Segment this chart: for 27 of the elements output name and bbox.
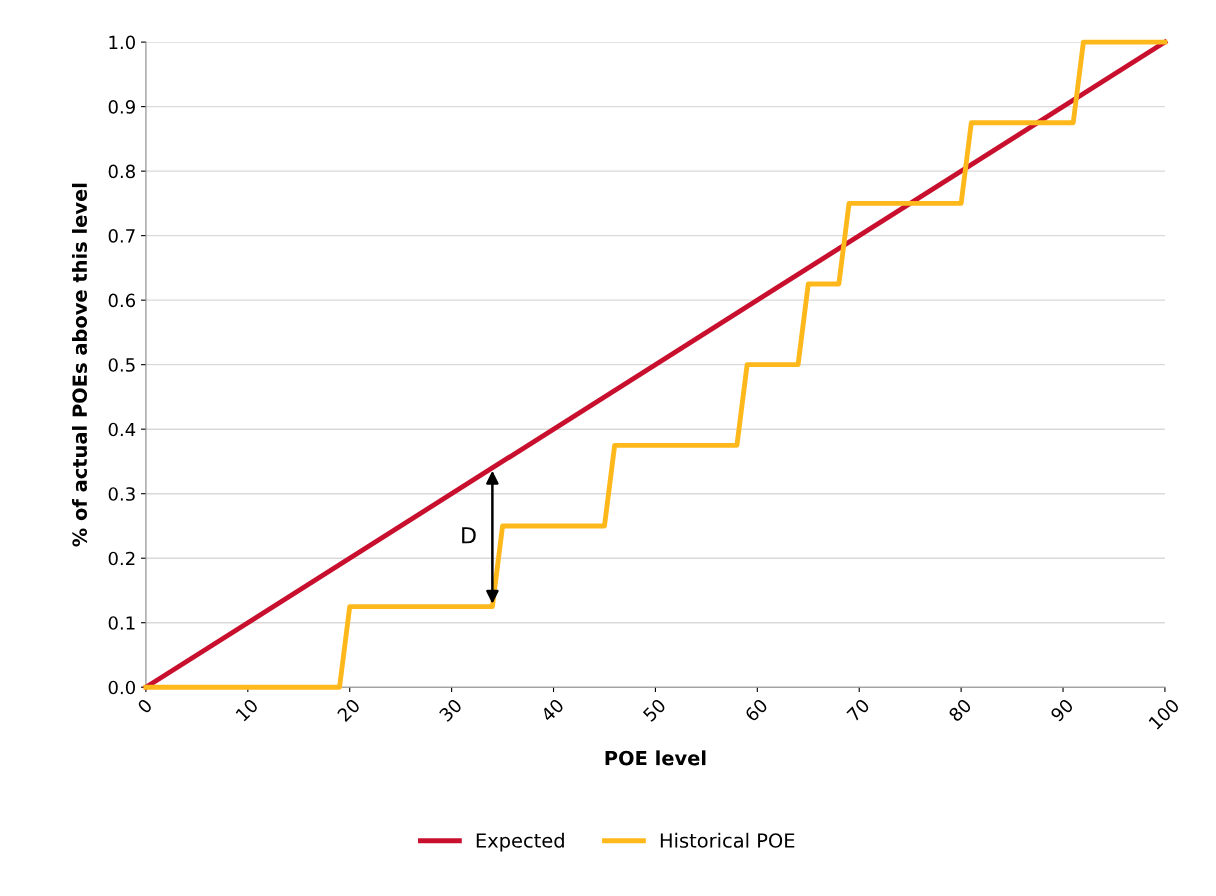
x-tick-label: 60	[744, 698, 769, 723]
legend-label: Historical POE	[660, 832, 795, 848]
y-tick-label: 0.2	[108, 551, 135, 566]
y-axis-title: % of actual POEs above this level	[72, 183, 88, 547]
y-tick-label: 0.0	[108, 680, 135, 695]
x-tick-label: 70	[846, 698, 871, 723]
x-tick-label: 10	[235, 698, 259, 722]
x-tick-label: 80	[947, 698, 973, 723]
x-tick-label: 40	[540, 698, 565, 723]
x-tick-label: 30	[438, 698, 463, 723]
y-tick-label: 0.5	[108, 358, 135, 372]
y-tick-label: 0.3	[108, 487, 135, 501]
legend-label: Expected	[476, 832, 564, 852]
y-tick-label: 0.4	[108, 422, 136, 437]
x-tick-label: 20	[336, 698, 361, 723]
x-tick-label: 50	[642, 698, 667, 723]
y-tick-label: 0.9	[108, 100, 135, 114]
y-tick-label: 0.6	[108, 293, 136, 308]
y-tick-label: 0.7	[108, 229, 135, 243]
x-axis-title: POE level	[605, 750, 706, 766]
y-tick-label: 0.1	[108, 616, 135, 630]
annotation: D	[462, 527, 476, 544]
x-tick-label: 90	[1049, 698, 1075, 723]
x-tick-label: 100	[1148, 698, 1180, 730]
x-tick-label: 0	[136, 698, 153, 715]
y-tick-label: 0.8	[108, 164, 135, 179]
y-tick-label: 1.0	[109, 35, 135, 50]
